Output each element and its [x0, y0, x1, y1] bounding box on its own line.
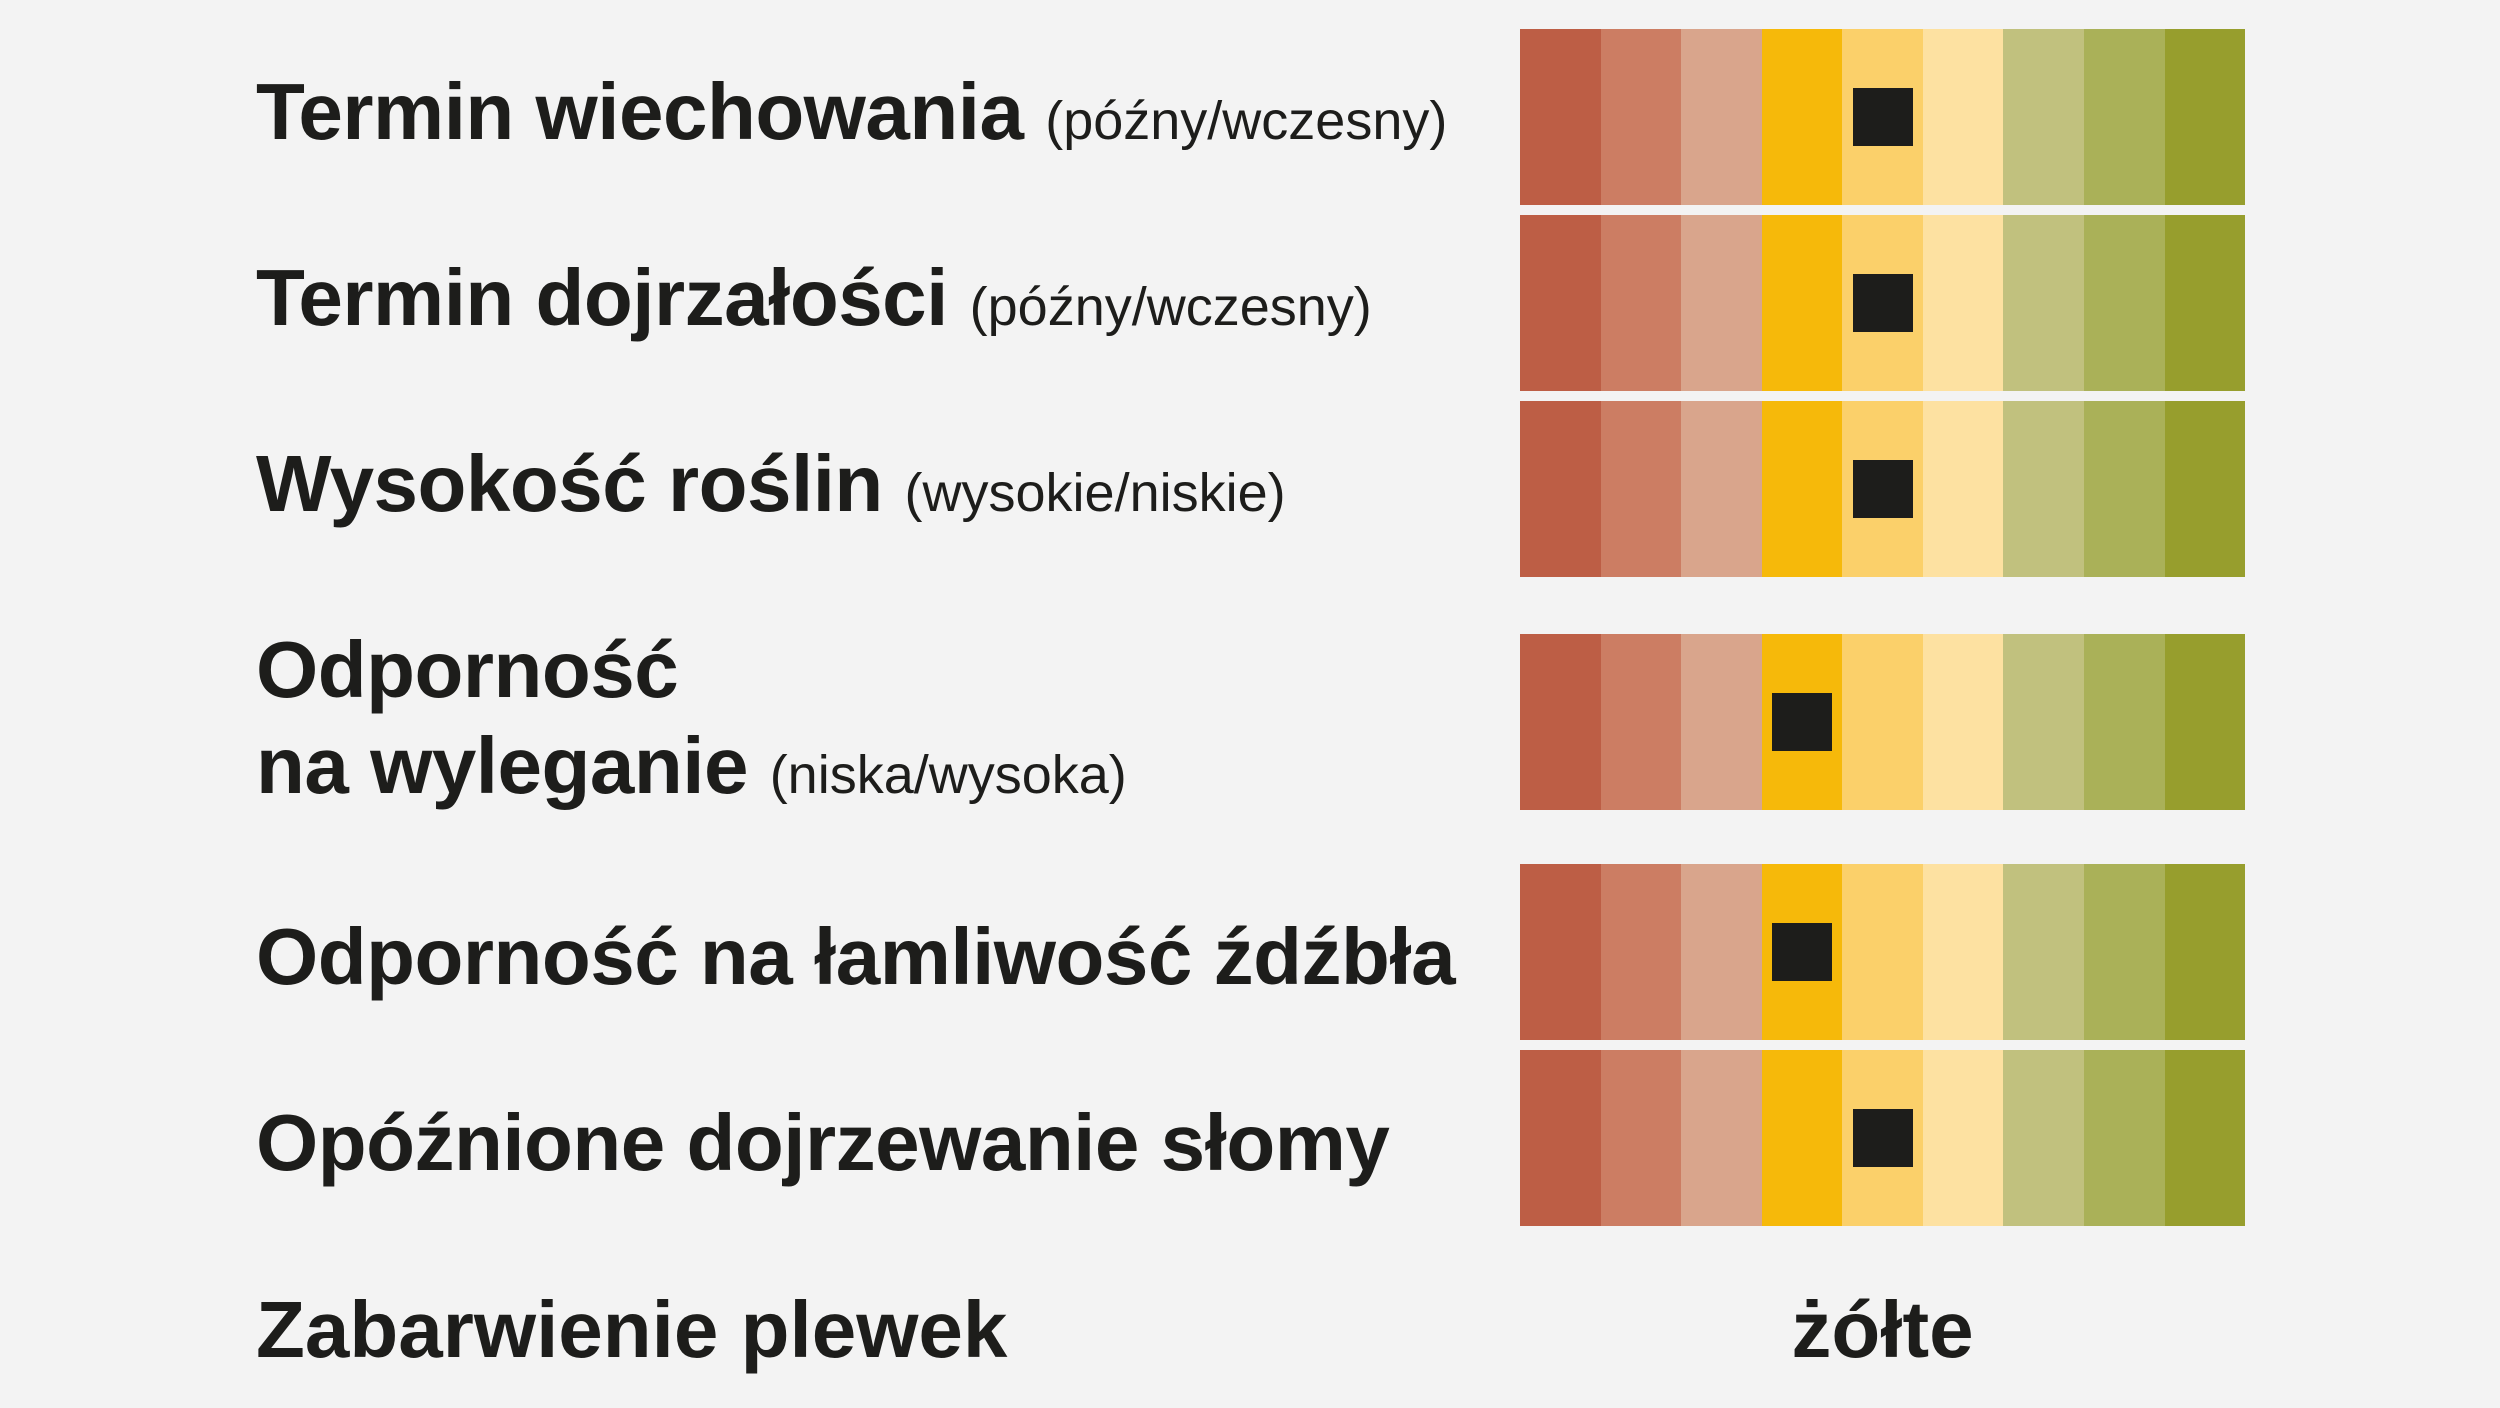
scale-cell-8: [2083, 1050, 2165, 1226]
rating-marker: [1852, 460, 1913, 518]
scale-cell-9: [2164, 1050, 2246, 1226]
rating-scale-row-2: [1520, 215, 2246, 391]
scale-cell-4: [1761, 29, 1843, 205]
scale-cell-7: [2003, 401, 2084, 577]
row-label-odpornosc-na-wyleganie: Odporność na wyleganie (niska/wysoka): [256, 622, 1127, 823]
rating-scale-row-6: [1520, 1050, 2246, 1226]
scale-cell-2: [1600, 864, 1682, 1040]
scale-cell-7: [2003, 215, 2084, 391]
scale-cell-9: [2164, 864, 2246, 1040]
row-label-termin-dojrzalosci: Termin dojrzałości (późny/wczesny): [256, 250, 1372, 355]
scale-cell-1: [1520, 215, 1601, 391]
row-label-main: Odporność na łamliwość źdźbła: [256, 912, 1456, 1001]
scale-cell-3: [1681, 29, 1762, 205]
scale-cell-8: [2083, 634, 2165, 810]
scale-cell-8: [2083, 864, 2165, 1040]
scale-cell-4: [1761, 401, 1843, 577]
rating-scale-row-4: [1520, 634, 2246, 810]
scale-cell-3: [1681, 215, 1762, 391]
scale-cell-6: [1922, 634, 2004, 810]
scale-cell-1: [1520, 1050, 1601, 1226]
scale-cell-2: [1600, 215, 1682, 391]
rating-marker: [1771, 693, 1832, 751]
rating-marker: [1852, 274, 1913, 332]
scale-cell-5: [1842, 864, 1923, 1040]
rating-marker: [1771, 923, 1832, 981]
scale-cell-3: [1681, 401, 1762, 577]
scale-cell-4: [1761, 215, 1843, 391]
scale-cell-6: [1922, 401, 2004, 577]
scale-cell-6: [1922, 864, 2004, 1040]
row-label-wysokosc-roslin: Wysokość roślin (wysokie/niskie): [256, 436, 1286, 541]
scale-cell-1: [1520, 29, 1601, 205]
scale-cell-9: [2164, 215, 2246, 391]
scale-cell-9: [2164, 634, 2246, 810]
row-label-odpornosc-na-lamliwosc: Odporność na łamliwość źdźbła: [256, 909, 1456, 1005]
rating-scale-row-1: [1520, 29, 2246, 205]
scale-cell-2: [1600, 1050, 1682, 1226]
row-label-main: Termin wiechowania: [256, 67, 1024, 156]
scale-cell-9: [2164, 29, 2246, 205]
row-label-main: Termin dojrzałości: [256, 253, 948, 342]
scale-cell-3: [1681, 864, 1762, 1040]
scale-cell-2: [1600, 634, 1682, 810]
rating-marker: [1852, 88, 1913, 146]
scale-cell-7: [2003, 29, 2084, 205]
scale-cell-6: [1922, 1050, 2004, 1226]
rating-scale-row-5: [1520, 864, 2246, 1040]
scale-cell-9: [2164, 401, 2246, 577]
scale-cell-3: [1681, 1050, 1762, 1226]
row-label-sub: (późny/wczesny): [1045, 91, 1448, 151]
scale-cell-7: [2003, 864, 2084, 1040]
row-label-sub: (późny/wczesny): [969, 277, 1372, 337]
scale-cell-8: [2083, 401, 2165, 577]
scale-cell-2: [1600, 401, 1682, 577]
scale-cell-7: [2003, 634, 2084, 810]
scale-cell-2: [1600, 29, 1682, 205]
row-label-main-line2: na wyleganie: [256, 721, 748, 810]
footer-value: żółte: [1791, 1285, 1974, 1374]
scale-cell-5: [1842, 634, 1923, 810]
scale-cell-7: [2003, 1050, 2084, 1226]
scale-cell-1: [1520, 864, 1601, 1040]
row-label-sub: (niska/wysoka): [769, 745, 1127, 805]
row-label-opoznione-dojrzewanie: Opóźnione dojrzewanie słomy: [256, 1095, 1390, 1191]
scale-cell-6: [1922, 215, 2004, 391]
scale-cell-3: [1681, 634, 1762, 810]
footer-label: Zabarwienie plewek: [256, 1285, 1008, 1374]
row-label-main: Wysokość roślin: [256, 439, 883, 528]
row-label-main: Opóźnione dojrzewanie słomy: [256, 1098, 1390, 1187]
scale-cell-8: [2083, 29, 2165, 205]
scale-cell-1: [1520, 634, 1601, 810]
rating-scale-row-3: [1520, 401, 2246, 577]
row-label-sub: (wysokie/niskie): [904, 463, 1286, 523]
rating-marker: [1852, 1109, 1913, 1167]
scale-cell-4: [1761, 1050, 1843, 1226]
row-label-main: Odporność: [256, 625, 679, 714]
row-label-termin-wiechowania: Termin wiechowania (późny/wczesny): [256, 64, 1447, 169]
scale-cell-1: [1520, 401, 1601, 577]
scale-cell-6: [1922, 29, 2004, 205]
scale-cell-8: [2083, 215, 2165, 391]
